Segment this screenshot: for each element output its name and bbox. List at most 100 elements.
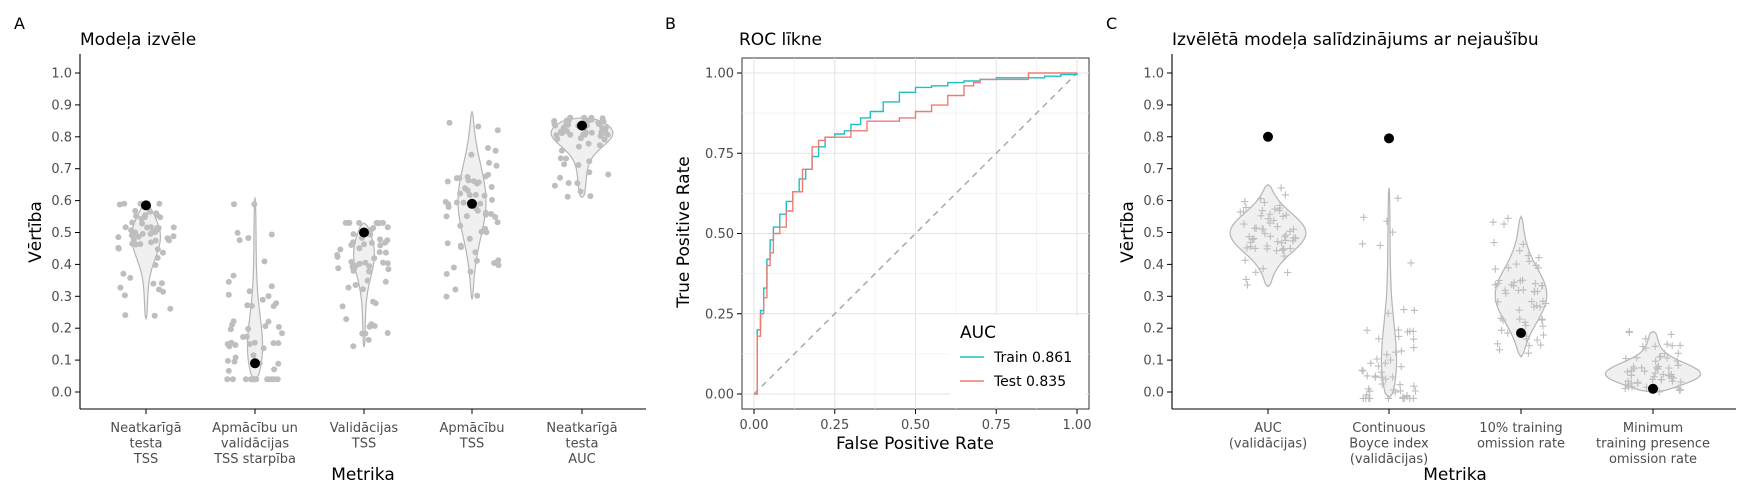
jitter-point	[1491, 281, 1499, 289]
jitter-point	[236, 237, 243, 244]
jitter-point	[1651, 342, 1659, 350]
jitter-point	[382, 278, 389, 285]
jitter-point	[151, 312, 158, 319]
jitter-point	[492, 147, 499, 154]
jitter-point	[275, 360, 282, 367]
jitter-point	[1674, 361, 1682, 369]
jitter-point	[1394, 194, 1402, 202]
jitter-point	[1531, 280, 1539, 288]
jitter-point	[597, 133, 604, 139]
jitter-point	[1627, 371, 1635, 379]
jitter-point	[1282, 211, 1290, 219]
jitter-point	[1374, 362, 1383, 370]
jitter-point	[275, 324, 282, 330]
y-tick-label: 0.7	[1143, 162, 1164, 177]
legend-background	[950, 315, 1086, 407]
jitter-point	[384, 224, 391, 231]
jitter-point	[345, 219, 352, 226]
jitter-point	[343, 316, 350, 323]
jitter-point	[1634, 378, 1642, 386]
jitter-point	[1280, 252, 1288, 260]
jitter-point	[1498, 326, 1506, 334]
jitter-point	[166, 237, 172, 244]
jitter-point	[1286, 244, 1294, 252]
jitter-point	[1525, 342, 1533, 350]
jitter-point	[334, 253, 341, 260]
jitter-point	[224, 357, 231, 364]
jitter-point	[1490, 239, 1498, 247]
jitter-point	[1250, 235, 1258, 243]
jitter-point	[139, 220, 146, 227]
y-tick-label: 0.1	[1143, 354, 1164, 369]
jitter-point	[463, 213, 470, 220]
jitter-point	[444, 240, 451, 247]
jitter-point	[1378, 380, 1386, 388]
jitter-point	[1363, 326, 1371, 334]
jitter-point	[1383, 217, 1391, 225]
y-tick-label: 0.50	[705, 227, 734, 242]
selected-point	[467, 198, 477, 209]
jitter-point	[457, 190, 464, 197]
jitter-point	[225, 278, 232, 285]
jitter-point	[1495, 276, 1503, 285]
jitter-point	[251, 339, 258, 346]
jitter-point	[1538, 282, 1546, 290]
jitter-point	[244, 302, 251, 309]
jitter-point	[585, 140, 592, 147]
panel-b-plot: 0.00 0.00 0.25 0.25 0.50 0.50 0.75 0.75 1.00 1.00…	[705, 57, 1092, 433]
jitter-point	[271, 366, 278, 373]
jitter-point	[1533, 336, 1541, 344]
panel-title-a: Modeļa izvēle	[80, 30, 196, 50]
x-tick-label: 1.00	[1063, 418, 1092, 433]
jitter-point	[1525, 257, 1533, 265]
jitter-point	[279, 330, 285, 337]
jitter-point	[377, 236, 383, 243]
jitter-point	[575, 162, 582, 168]
jitter-point	[551, 120, 558, 127]
jitter-point	[1491, 265, 1499, 273]
jitter-point	[250, 352, 257, 359]
jitter-point	[468, 151, 475, 158]
jitter-point	[1289, 237, 1297, 245]
jitter-point	[156, 200, 163, 207]
jitter-point	[1397, 363, 1405, 371]
jitter-point	[225, 367, 232, 374]
jitter-point	[1504, 264, 1512, 272]
y-tick-label: 0.1	[51, 354, 72, 369]
jitter-point	[348, 242, 355, 248]
jitter-point	[1358, 240, 1367, 248]
jitter-point	[1396, 387, 1404, 395]
jitter-point	[1524, 349, 1532, 357]
jitter-point	[251, 201, 258, 208]
x-tick-label: 0.75	[982, 418, 1011, 433]
jitter-point	[376, 249, 383, 256]
jitter-point	[1282, 236, 1290, 244]
jitter-point	[1623, 368, 1631, 376]
jitter-point	[1243, 281, 1252, 289]
jitter-point	[587, 193, 594, 200]
jitter-point	[1276, 201, 1284, 210]
jitter-point	[158, 280, 165, 287]
jitter-point	[1657, 352, 1665, 360]
jitter-point	[483, 229, 490, 236]
panel-letter-c: C	[1106, 14, 1117, 33]
jitter-point	[1273, 223, 1281, 231]
jitter-point	[380, 259, 387, 266]
jitter-point	[370, 298, 376, 305]
y-tick-label: 1.00	[705, 67, 734, 82]
jitter-point	[259, 296, 266, 303]
jitter-point	[268, 231, 275, 238]
panel-c: C Izvēlētā modeļa salīdzinājums ar nejau…	[1106, 14, 1736, 485]
jitter-point	[1651, 369, 1659, 377]
jitter-point	[122, 312, 129, 319]
y-tick-label: 0.3	[1143, 290, 1164, 305]
jitter-point	[1504, 214, 1512, 222]
jitter-point	[371, 255, 378, 262]
jitter-point	[565, 117, 572, 124]
jitter-point	[474, 180, 481, 187]
y-tick-label: 0.4	[51, 258, 72, 273]
x-tick-label: 0.25	[820, 418, 849, 433]
y-tick-label: 1.0	[51, 67, 72, 82]
jitter-point	[485, 145, 491, 151]
jitter-point	[567, 131, 574, 138]
